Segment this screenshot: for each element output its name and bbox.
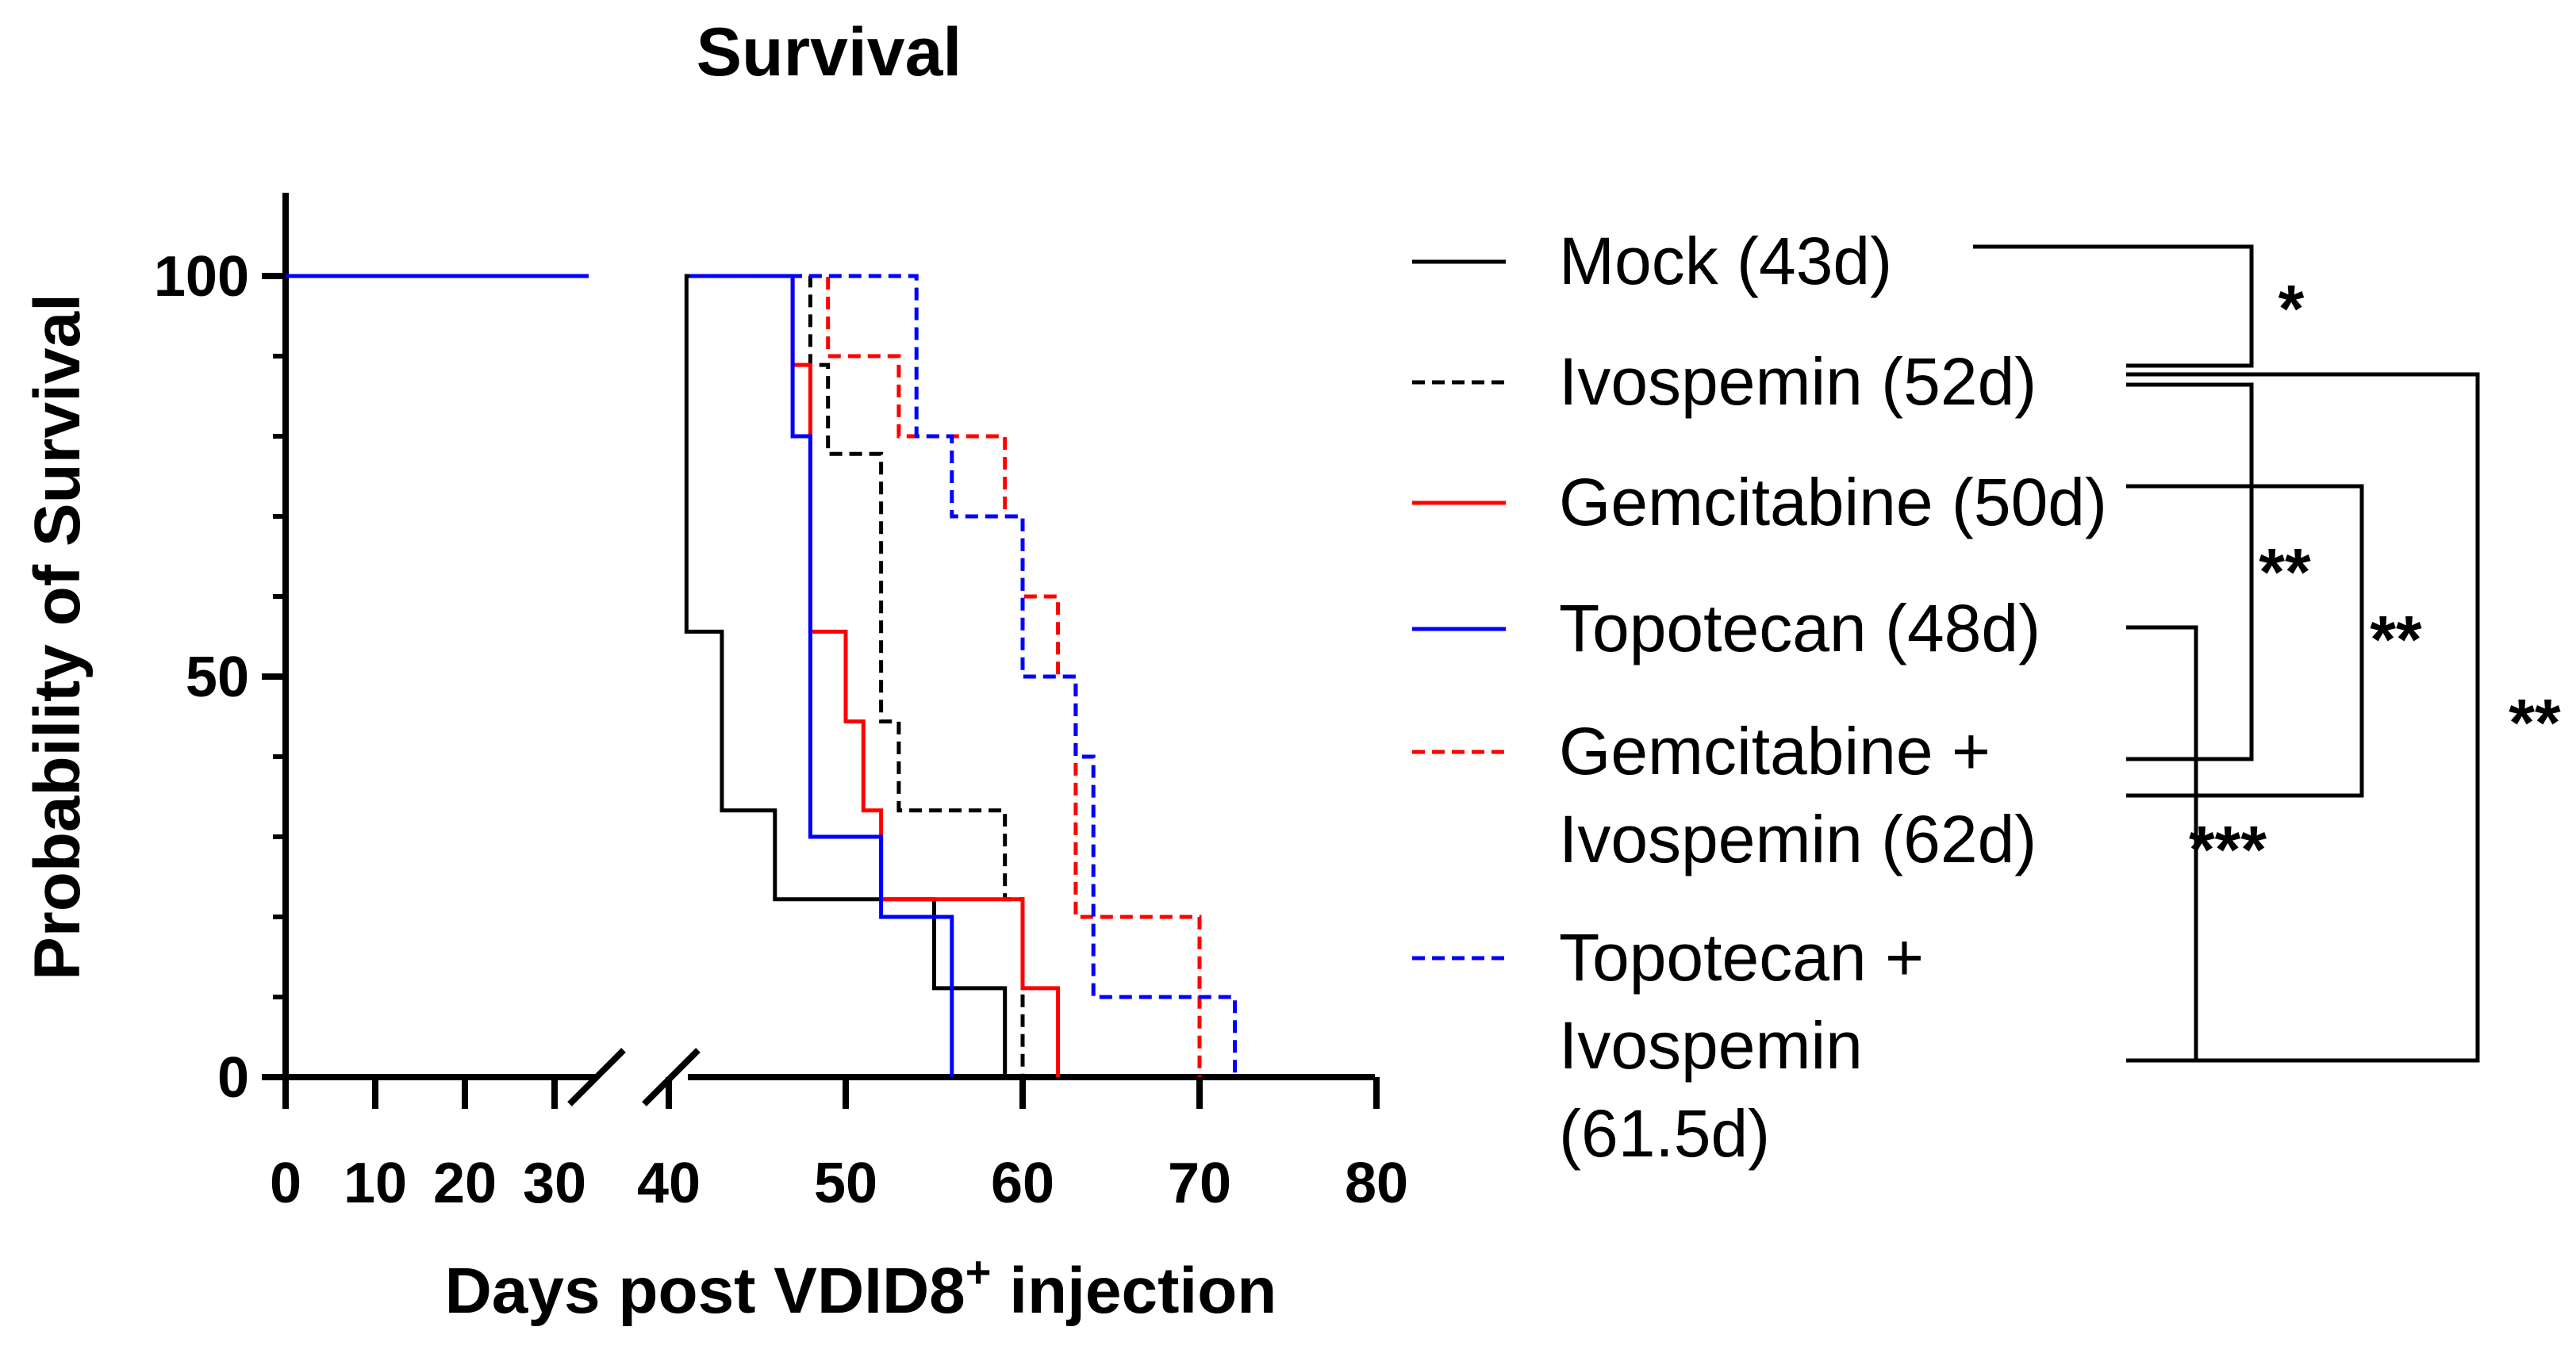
significance-label-1: *: [2278, 271, 2305, 346]
bracket-ivospemin-vs-topotecan-ivospemin: [2126, 372, 2480, 1063]
significance-label-4: **: [2509, 685, 2561, 760]
series-line-mock-43d-right: [684, 274, 1008, 1077]
series-gemcitabine-ivospemin-62d: [286, 274, 1202, 1077]
legend: Mock (43d) Ivospemin (52d) Gemcitabine (50…: [1412, 224, 2107, 1171]
significance-label-3: **: [2370, 602, 2422, 677]
x-axis-title-superscript: +: [966, 1247, 992, 1297]
bracket-topotecan-vs-topotecan-ivospemin: [2126, 625, 2198, 1060]
legend-label-topotecan-ivospemin-61-5d-line-1: Topotecan +: [1559, 920, 1924, 995]
x-axis-title-suffix: injection: [991, 1255, 1276, 1327]
bracket-ivospemin-vs-gem-ivospemin: [2126, 382, 2254, 761]
series-ivospemin-52d: [286, 274, 1025, 1077]
axes: 0 50 100 0 10 20 30 40 50 60 70 80: [154, 193, 1408, 1215]
series-line-ivospemin-52d-right: [689, 274, 1025, 1077]
x-axis-title-main: Days post VDID8: [445, 1255, 966, 1327]
x-tick-label-30: 30: [523, 1152, 586, 1215]
x-tick-label-80: 80: [1345, 1152, 1408, 1215]
x-tick-label-20: 20: [433, 1152, 497, 1215]
chart-title: Survival: [697, 14, 962, 90]
legend-label-topotecan-ivospemin-61-5d-line-2: Ivospemin: [1559, 1008, 1863, 1083]
series-topotecan-ivospemin-61-5d: [286, 274, 1238, 1077]
legend-label-gemcitabine-ivospemin-62d-line-1: Gemcitabine +: [1559, 714, 1991, 788]
y-tick-label-0: 0: [217, 1046, 249, 1110]
y-tick-label-50: 50: [186, 646, 249, 709]
x-tick-label-0: 0: [270, 1152, 301, 1215]
legend-label-gemcitabine-ivospemin-62d-line-2: Ivospemin (62d): [1559, 802, 2037, 876]
series-line-topotecan-48d-right: [689, 274, 954, 1077]
x-tick-label-10: 10: [344, 1152, 407, 1215]
x-axis-title: Days post VDID8+ injection: [445, 1247, 1277, 1327]
x-tick-label-40: 40: [637, 1152, 701, 1215]
series-gemcitabine-50d: [286, 274, 1061, 1077]
x-tick-label-70: 70: [1168, 1152, 1231, 1215]
bracket-mock-vs-ivospemin: [1973, 244, 2254, 368]
legend-label-ivospemin-52d-line-1: Ivospemin (52d): [1559, 344, 2037, 419]
legend-label-mock-43d-line-1: Mock (43d): [1559, 224, 1892, 298]
series-line-gemcitabine-50d-right: [689, 274, 1061, 1077]
x-tick-label-60: 60: [991, 1152, 1054, 1215]
series-line-topotecan-ivospemin-61-5d-right: [689, 274, 1238, 1077]
bracket-gemcitabine-vs-gem-ivospemin: [2126, 484, 2364, 798]
series-layer: [286, 274, 1238, 1077]
y-axis-title: Probability of Survival: [21, 293, 94, 980]
series-topotecan-48d: [286, 274, 954, 1077]
x-tick-label-50: 50: [814, 1152, 877, 1215]
legend-label-topotecan-48d-line-1: Topotecan (48d): [1559, 591, 2040, 665]
significance-label-5: ***: [2189, 812, 2267, 887]
legend-label-gemcitabine-50d-line-1: Gemcitabine (50d): [1559, 465, 2107, 539]
y-tick-label-100: 100: [154, 245, 249, 309]
significance-label-2: **: [2259, 535, 2311, 609]
significance-brackets: **********: [1973, 244, 2561, 1063]
legend-label-topotecan-ivospemin-61-5d-line-3: (61.5d): [1559, 1096, 1770, 1171]
series-line-gemcitabine-ivospemin-62d-right: [689, 274, 1202, 1077]
axis-break-mark-left: [567, 1048, 626, 1106]
